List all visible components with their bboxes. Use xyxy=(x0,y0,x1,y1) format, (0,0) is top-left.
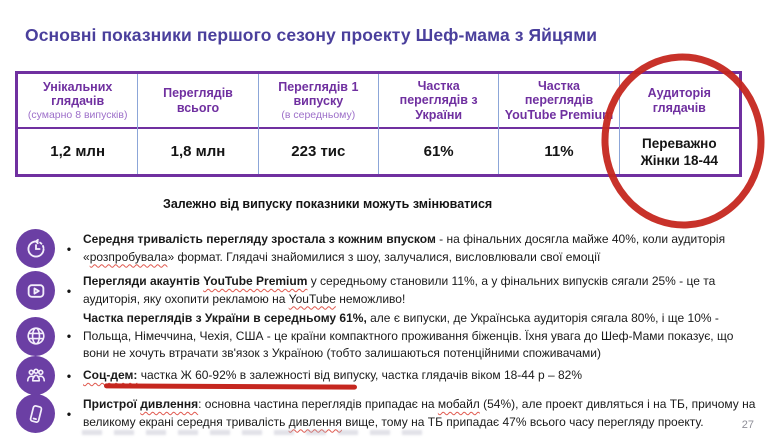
kpi-header-sublabel: (сумарно 8 випусків) xyxy=(27,108,128,121)
bullet-marker: • xyxy=(66,283,72,298)
bullet-marker: • xyxy=(66,329,72,344)
kpi-header-label: Унікальних глядачів xyxy=(42,79,113,109)
bullet-text-segment: Частка переглядів з України в середньому… xyxy=(83,311,367,325)
bullet-marker: • xyxy=(66,406,72,421)
page-title: Основні показники першого сезону проекту… xyxy=(25,25,598,45)
bullet-row-premium: • Перегляди акаунтів YouTube Premium у с… xyxy=(16,271,757,310)
bullet-text-segment: » формат. Глядачі знайомилися з шоу, зал… xyxy=(167,249,601,264)
bullet-row-duration: • Середня тривалість перегляду зростала … xyxy=(16,229,757,268)
bullet-text-segment: неможливо! xyxy=(335,291,406,306)
footnote-cutoff xyxy=(82,430,422,435)
bullet-text: Соц-дем: частка Ж 60-92% в залежності ві… xyxy=(83,367,757,385)
kpi-table: Унікальних глядачів (сумарно 8 випусків)… xyxy=(15,71,742,177)
kpi-value: 61% xyxy=(423,143,454,160)
kpi-col-premium-share: Частка переглядів YouTube Premium 11% xyxy=(498,74,619,174)
bullet-row-geography: • Частка переглядів з України в середньо… xyxy=(16,310,757,363)
kpi-header-label: Переглядів всього xyxy=(163,86,233,115)
kpi-col-audience: Аудиторія глядачів Переважно Жінки 18-44 xyxy=(618,74,739,174)
kpi-header-label: Переглядів 1 випуску xyxy=(278,79,359,109)
kpi-header-label: Частка переглядів YouTube Premium xyxy=(504,78,614,122)
bullet-text-segment: Соц-дем: xyxy=(83,367,138,382)
kpi-header-sublabel: (в середньому) xyxy=(281,108,356,121)
kpi-header: Аудиторія глядачів xyxy=(619,74,739,129)
bullet-text-segment: дивлення xyxy=(288,414,342,429)
bullet-text-segment: але є випуски, де Українська аудиторія с… xyxy=(83,311,734,360)
bullet-text-segment: Середня тривалість перегляду зростала з … xyxy=(83,232,436,246)
clock-icon xyxy=(16,229,55,268)
kpi-value: 11% xyxy=(544,143,574,160)
kpi-header: Переглядів 1 випуску (в середньому) xyxy=(258,74,378,129)
bullet-text: Пристрої дивлення: основна частина перег… xyxy=(83,396,757,431)
phone-icon xyxy=(16,394,55,433)
note-text: Залежно від випуску показники можуть змі… xyxy=(163,197,493,211)
kpi-value: Переважно Жінки 18-44 xyxy=(640,135,719,168)
kpi-value: 1,8 млн xyxy=(170,143,226,160)
people-icon xyxy=(16,356,55,395)
kpi-col-ukraine-share: Частка переглядів з України 61% xyxy=(377,74,499,174)
bullet-text: Перегляди акаунтів YouTube Premium у сер… xyxy=(83,273,757,308)
bullet-marker: • xyxy=(66,368,72,383)
bullet-text-segment: дивлення xyxy=(140,397,199,411)
kpi-header: Частка переглядів YouTube Premium xyxy=(499,74,619,129)
kpi-value: 1,2 млн xyxy=(50,143,106,160)
kpi-col-views-per-episode: Переглядів 1 випуску (в середньому) 223 … xyxy=(257,74,378,174)
bullet-marker: • xyxy=(66,241,72,256)
kpi-col-unique-viewers: Унікальних глядачів (сумарно 8 випусків)… xyxy=(18,74,138,174)
bullet-text-segment: YouTube Premium xyxy=(203,274,308,288)
bullet-text-segment: YouTube xyxy=(288,291,336,306)
play-icon xyxy=(16,271,55,310)
bullet-text-segment: вище, тому на ТБ припадає 47% всього час… xyxy=(341,414,704,429)
bullet-text: Середня тривалість перегляду зростала з … xyxy=(83,231,757,266)
bullet-text-segment: (54%), але проект дивляться і на ТБ, при… xyxy=(83,397,756,429)
bullet-text-segment: : основна частина переглядів припадає на xyxy=(198,397,438,411)
bullet-text: Частка переглядів з України в середньому… xyxy=(83,310,757,363)
bullet-text-segment: розпробувала xyxy=(89,249,168,264)
bullet-row-socdem: • Соц-дем: частка Ж 60-92% в залежності … xyxy=(16,356,757,395)
kpi-header-label: Частка переглядів з України xyxy=(399,78,478,122)
kpi-col-total-views: Переглядів всього 1,8 млн xyxy=(137,74,258,174)
kpi-value: 223 тис xyxy=(291,143,346,160)
bullet-text-segment: у середньому становили 11%, а у фінальни… xyxy=(83,274,716,306)
kpi-header: Унікальних глядачів (сумарно 8 випусків) xyxy=(18,74,138,129)
bullet-text-segment: Перегляди акаунтів xyxy=(83,274,204,288)
bullet-text-segment: мобайл xyxy=(437,397,480,411)
kpi-header: Частка переглядів з України xyxy=(378,74,499,129)
page-number: 27 xyxy=(741,419,754,431)
bullet-text-segment: частка Ж 60-92% в залежності від випуску… xyxy=(137,367,583,382)
bullet-text-segment: - на фінальних досягла майже 40%, коли а… xyxy=(83,232,726,264)
kpi-header: Переглядів всього xyxy=(138,74,258,129)
kpi-header-label: Аудиторія глядачів xyxy=(647,86,711,115)
bullet-text-segment: Пристрої xyxy=(83,397,141,411)
globe-icon xyxy=(16,316,55,356)
bullet-row-devices: • Пристрої дивлення: основна частина пер… xyxy=(16,394,757,433)
